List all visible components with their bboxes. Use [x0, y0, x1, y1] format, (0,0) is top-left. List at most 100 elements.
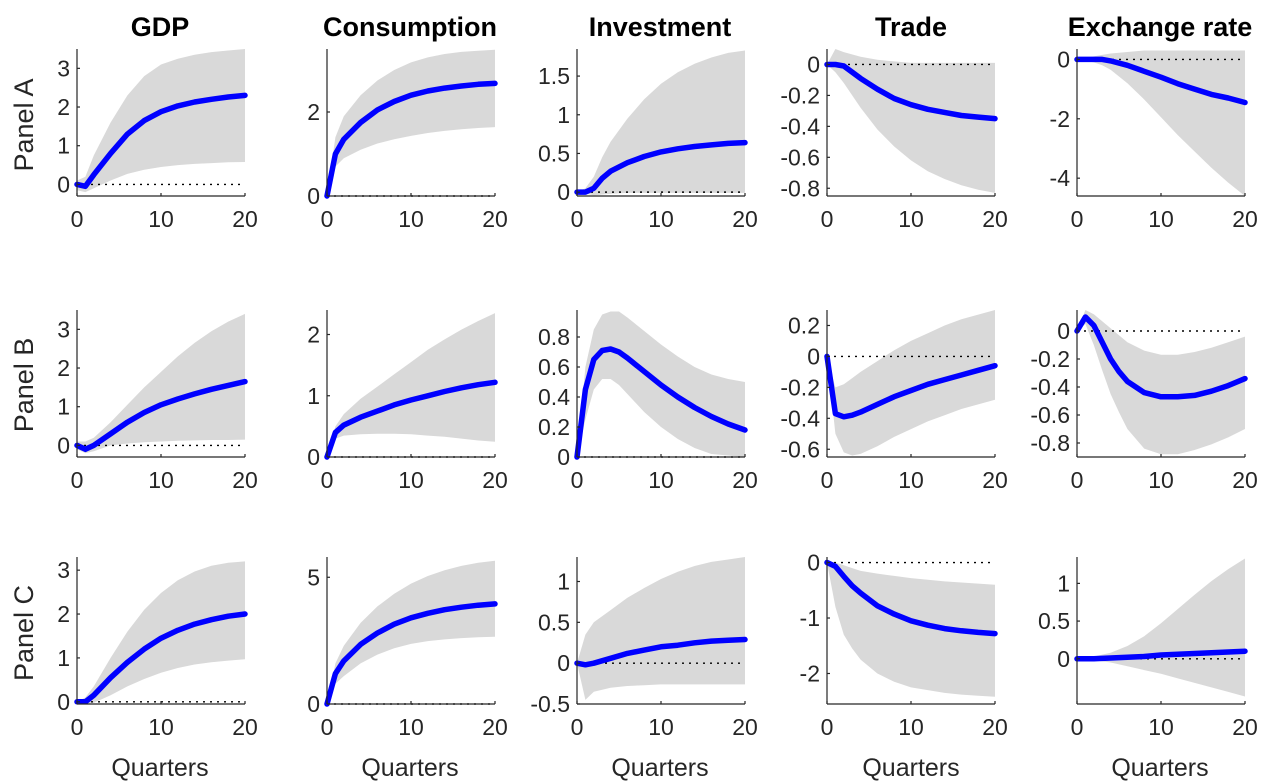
response-line-panel-b-gdp — [74, 378, 248, 453]
panel-panel-a-gdp: 0 1 2 3 0 10 20 — [57, 49, 258, 232]
y-tick-label-panel-c-gdp: 1 — [57, 645, 70, 671]
response-line-panel-c-consumption — [324, 601, 498, 707]
column-title-consumption: Consumption — [323, 12, 497, 42]
x-tick-label-panel-a-exchange-rate: 0 — [1071, 206, 1084, 232]
column-titles: GDP Consumption Investment Trade Exchang… — [131, 12, 1253, 42]
panel-panel-c-investment: -0.500.510 10 20 — [530, 557, 758, 740]
x-tick-label-panel-c-consumption: 20 — [482, 714, 508, 740]
y-tick-label-panel-b-consumption: 0 — [307, 444, 320, 470]
x-tick-label-panel-b-exchange-rate: 20 — [1232, 467, 1258, 493]
x-tick-label-panel-c-investment: 20 — [732, 714, 758, 740]
x-tick-label-panel-a-consumption: 10 — [398, 206, 424, 232]
y-tick-label-panel-b-exchange-rate: 0 — [1057, 318, 1070, 344]
y-tick-label-panel-c-exchange-rate: 1 — [1057, 570, 1070, 596]
x-tick-label-panel-a-investment: 0 — [571, 206, 584, 232]
column-title-gdp: GDP — [131, 12, 190, 42]
x-tick-label-panel-b-gdp: 10 — [148, 467, 174, 493]
response-line-panel-c-gdp — [74, 611, 248, 705]
y-tick-label-panel-a-investment: 0.5 — [538, 140, 570, 166]
column-title-investment: Investment — [589, 12, 732, 42]
x-tick-label-panel-b-trade: 10 — [898, 467, 924, 493]
y-tick-label-panel-c-trade: -2 — [800, 660, 820, 686]
response-line-panel-c-trade — [824, 559, 998, 637]
y-tick-label-panel-b-consumption: 1 — [307, 383, 320, 409]
y-tick-label-panel-a-gdp: 1 — [57, 133, 70, 159]
y-tick-label-panel-c-investment: 0.5 — [538, 609, 570, 635]
panel-panel-a-exchange-rate: 0-2-40 10 20 — [1050, 46, 1258, 232]
y-tick-label-panel-c-exchange-rate: 0 — [1057, 646, 1070, 672]
confidence-band-panel-b-consumption — [327, 313, 495, 457]
y-tick-label-panel-a-investment: 1 — [557, 102, 570, 128]
panel-panel-a-consumption: 020 10 20 — [307, 49, 508, 232]
x-tick-label-panel-c-consumption: 10 — [398, 714, 424, 740]
x-tick-label-panel-a-trade: 0 — [821, 206, 834, 232]
x-tick-label-panel-c-consumption: 0 — [321, 714, 334, 740]
x-tick-label-panel-b-consumption: 20 — [482, 467, 508, 493]
y-tick-label-panel-b-investment: 0.6 — [538, 354, 570, 380]
x-tick-label-panel-a-exchange-rate: 10 — [1148, 206, 1174, 232]
x-tick-label-panel-a-gdp: 20 — [232, 206, 258, 232]
confidence-band-panel-b-exchange-rate — [1077, 310, 1245, 455]
y-tick-label-panel-c-exchange-rate: 0.5 — [1038, 608, 1070, 634]
x-tick-label-panel-a-investment: 10 — [648, 206, 674, 232]
y-tick-label-panel-b-investment: 0.8 — [538, 324, 570, 350]
confidence-band-panel-a-gdp — [77, 49, 245, 193]
x-tick-label-panel-a-consumption: 20 — [482, 206, 508, 232]
x-tick-label-panel-a-investment: 20 — [732, 206, 758, 232]
y-tick-label-panel-a-exchange-rate: 0 — [1057, 46, 1070, 72]
response-line-panel-b-consumption — [324, 379, 498, 460]
x-tick-label-panel-b-investment: 10 — [648, 467, 674, 493]
y-tick-label-panel-c-investment: -0.5 — [530, 691, 570, 717]
y-tick-label-panel-b-exchange-rate: -0.6 — [1030, 402, 1070, 428]
response-line-panel-c-exchange-rate — [1074, 648, 1248, 662]
x-tick-label-panel-b-exchange-rate: 10 — [1148, 467, 1174, 493]
confidence-band-panel-a-consumption — [327, 49, 495, 196]
confidence-band-panel-c-investment — [577, 557, 745, 700]
x-axis-label-gdp: Quarters — [111, 754, 208, 782]
x-tick-label-panel-a-trade: 20 — [982, 206, 1008, 232]
y-tick-label-panel-a-trade: -0.2 — [780, 82, 820, 108]
x-tick-label-panel-c-trade: 10 — [898, 714, 924, 740]
x-tick-label-panel-c-gdp: 20 — [232, 714, 258, 740]
x-tick-label-panel-b-exchange-rate: 0 — [1071, 467, 1084, 493]
x-tick-label-panel-a-gdp: 10 — [148, 206, 174, 232]
x-tick-label-panel-b-consumption: 10 — [398, 467, 424, 493]
row-label-panel-b: Panel B — [9, 338, 39, 433]
x-tick-label-panel-a-trade: 10 — [898, 206, 924, 232]
y-tick-label-panel-a-exchange-rate: -2 — [1050, 106, 1070, 132]
panel-panel-b-exchange-rate: 0-0.2-0.4-0.6-0.80 10 20 — [1030, 310, 1258, 493]
x-tick-label-panel-c-gdp: 10 — [148, 714, 174, 740]
response-line-panel-a-gdp — [74, 92, 248, 190]
x-tick-label-panel-a-exchange-rate: 20 — [1232, 206, 1258, 232]
y-tick-label-panel-b-gdp: 1 — [57, 394, 70, 420]
y-tick-label-panel-b-exchange-rate: -0.2 — [1030, 346, 1070, 372]
y-tick-label-panel-c-investment: 0 — [557, 650, 570, 676]
x-axis-label-consumption: Quarters — [361, 754, 458, 782]
x-axis-label-exchange-rate: Quarters — [1111, 754, 1208, 782]
y-tick-label-panel-c-gdp: 3 — [57, 557, 70, 583]
y-tick-label-panel-c-consumption: 5 — [307, 564, 320, 590]
x-tick-label-panel-c-investment: 0 — [571, 714, 584, 740]
y-tick-label-panel-c-trade: -1 — [800, 605, 820, 631]
x-tick-label-panel-b-consumption: 0 — [321, 467, 334, 493]
x-tick-label-panel-b-investment: 20 — [732, 467, 758, 493]
x-tick-label-panel-b-investment: 0 — [571, 467, 584, 493]
x-tick-label-panel-c-exchange-rate: 10 — [1148, 714, 1174, 740]
y-tick-label-panel-b-exchange-rate: -0.4 — [1030, 374, 1070, 400]
x-axis-labels: Quarters Quarters Quarters Quarters Quar… — [111, 754, 1208, 782]
x-tick-label-panel-b-trade: 20 — [982, 467, 1008, 493]
x-tick-label-panel-c-investment: 10 — [648, 714, 674, 740]
y-tick-label-panel-b-gdp: 0 — [57, 432, 70, 458]
y-tick-label-panel-c-trade: 0 — [807, 550, 820, 576]
x-tick-label-panel-c-gdp: 0 — [71, 714, 84, 740]
y-tick-label-panel-a-investment: 1.5 — [538, 63, 570, 89]
confidence-band-panel-b-trade — [827, 310, 995, 456]
y-tick-label-panel-a-trade: -0.8 — [780, 175, 820, 201]
y-tick-label-panel-b-exchange-rate: -0.8 — [1030, 430, 1070, 456]
y-tick-label-panel-a-investment: 0 — [557, 179, 570, 205]
y-tick-label-panel-b-investment: 0 — [557, 444, 570, 470]
x-axis-label-investment: Quarters — [611, 754, 708, 782]
x-tick-label-panel-c-trade: 0 — [821, 714, 834, 740]
